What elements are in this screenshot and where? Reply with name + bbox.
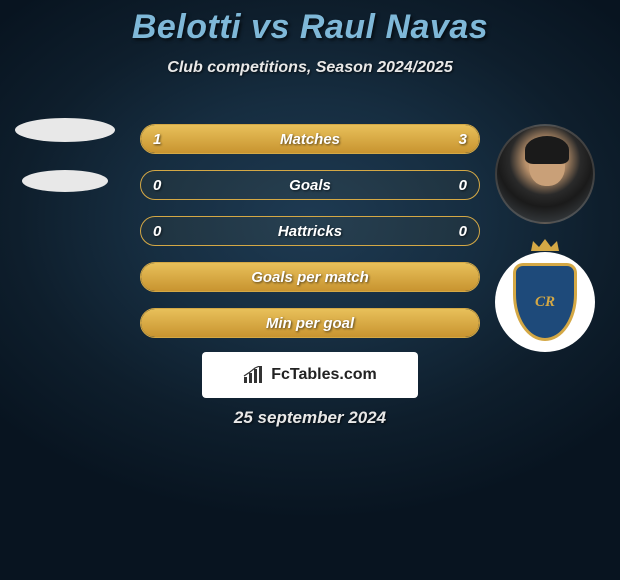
stats-table: 13Matches 00Goals 00Hattricks Goals per mat… [140, 124, 480, 354]
date-label: 25 september 2024 [0, 408, 620, 428]
stat-row: Goals per match [140, 262, 480, 292]
stat-row: Min per goal [140, 308, 480, 338]
stat-label: Min per goal [141, 315, 479, 332]
stat-row: 00Hattricks [140, 216, 480, 246]
left-player-photo-placeholder [15, 118, 115, 142]
comparison-card: Belotti vs Raul Navas Club competitions,… [0, 0, 620, 580]
right-player-photo [495, 124, 595, 224]
crest-shield: CR [513, 263, 577, 341]
watermark-text: FcTables.com [271, 366, 377, 384]
stat-label: Goals per match [141, 269, 479, 286]
crown-icon [529, 238, 561, 252]
left-player-crest-placeholder [22, 170, 108, 192]
right-player-crest: CR [495, 252, 595, 352]
right-player-column: CR [490, 124, 600, 352]
subtitle: Club competitions, Season 2024/2025 [0, 59, 620, 77]
crest-letters: CR [535, 294, 555, 311]
stat-label: Matches [141, 131, 479, 148]
stat-label: Goals [141, 177, 479, 194]
watermark-badge: FcTables.com [202, 352, 418, 398]
stat-label: Hattricks [141, 223, 479, 240]
bar-chart-icon [243, 366, 265, 384]
page-title: Belotti vs Raul Navas [0, 0, 620, 47]
stat-row: 13Matches [140, 124, 480, 154]
stat-row: 00Goals [140, 170, 480, 200]
left-player-column [10, 118, 120, 220]
